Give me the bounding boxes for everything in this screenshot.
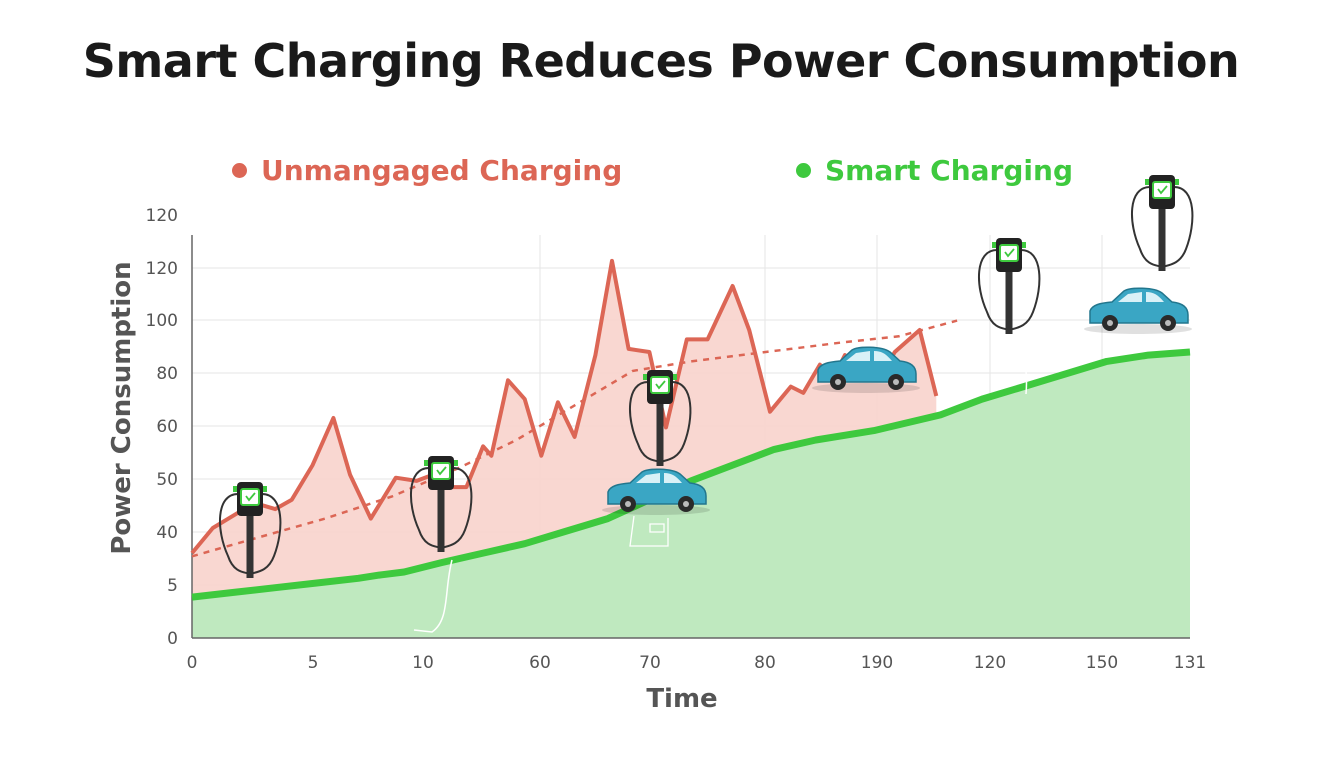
unmanaged-area [192,260,937,598]
x-tick-label: 60 [529,653,551,673]
y-tick-label: 100 [146,311,178,331]
legend-item-smart: Smart Charging [796,154,1073,187]
axes [191,235,1190,639]
car-icon [1083,287,1193,335]
x-tick-label: 131 [1174,653,1206,673]
cable [1013,337,1028,395]
chart-title: Smart Charging Reduces Power Consumption [82,34,1240,88]
y-tick-label: 0 [167,629,178,649]
legend-dot-unmanaged [232,163,247,178]
legend-dot-smart [796,163,811,178]
y-tick-label: 80 [156,364,178,384]
x-axis-label: Time [646,684,718,714]
x-tick-label: 5 [308,653,319,673]
y-tick-label: 120 [146,206,178,226]
y-tick-label: 5 [167,576,178,596]
x-tick-label: 120 [974,653,1006,673]
y-tick-label: 50 [156,470,178,490]
y-tick-label: 60 [156,417,178,437]
legend-item-unmanaged: Unmangaged Charging [232,154,622,187]
x-tick-label: 0 [187,653,198,673]
x-tick-label: 10 [412,653,434,673]
y-tick-label: 120 [146,259,178,279]
x-tick-label: 190 [861,653,893,673]
legend-label-unmanaged: Unmangaged Charging [261,154,623,187]
x-tick-label: 70 [639,653,661,673]
unmanaged-trend-line [191,319,958,558]
x-tick-label: 150 [1086,653,1118,673]
x-tick-label: 80 [754,653,776,673]
y-tick-label: 40 [156,523,178,543]
cable [629,515,669,547]
charging-station-icon [1130,174,1194,272]
cable [413,559,453,633]
legend-label-smart: Smart Charging [825,154,1073,187]
